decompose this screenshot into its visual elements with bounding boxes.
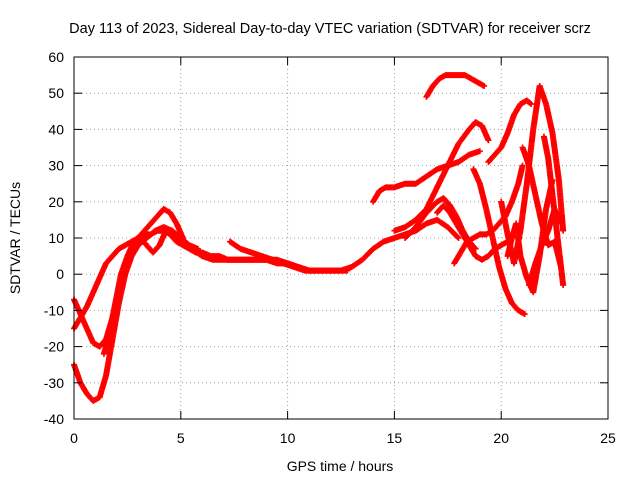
data-point	[528, 101, 535, 108]
series-track-5	[226, 238, 351, 274]
series-track-2	[71, 224, 312, 404]
x-axis-label: GPS time / hours	[287, 458, 394, 474]
series-track-18	[540, 133, 565, 270]
y-tick-label: 10	[48, 230, 64, 246]
data-point	[454, 234, 461, 241]
series-track-12	[470, 166, 528, 318]
y-tick-label: -30	[44, 375, 64, 391]
x-tick-label: 5	[177, 430, 185, 446]
data-point	[527, 100, 534, 107]
series-track-13	[485, 97, 535, 165]
y-tick-label: 60	[48, 49, 64, 65]
axis-ticks: -40 -30 -20 -10 0 10 20 30 40 50 60 0 5 10 15 20 25	[44, 49, 616, 446]
data-point	[481, 82, 488, 89]
y-tick-label: 40	[48, 121, 64, 137]
series-track-6	[370, 148, 483, 205]
y-tick-label: 50	[48, 85, 64, 101]
y-tick-label: 0	[56, 266, 64, 282]
data-point	[344, 267, 351, 274]
y-tick-label: 20	[48, 194, 64, 210]
x-tick-label: 20	[493, 430, 509, 446]
data-point	[194, 245, 201, 252]
y-tick-label: -10	[44, 302, 64, 318]
series-track-9	[423, 72, 488, 100]
x-tick-label: 25	[600, 430, 616, 446]
data-points	[71, 72, 567, 404]
x-tick-label: 15	[387, 430, 403, 446]
x-tick-label: 10	[280, 430, 296, 446]
data-point	[558, 220, 565, 227]
data-point	[476, 148, 483, 155]
data-point	[558, 263, 565, 270]
y-tick-label: 30	[48, 158, 64, 174]
data-point	[521, 311, 528, 318]
series-track-4	[100, 227, 201, 357]
data-point	[455, 235, 462, 241]
chart-title: Day 113 of 2023, Sidereal Day-to-day VTE…	[69, 21, 591, 37]
y-tick-label: -40	[44, 411, 64, 427]
data-point	[519, 162, 526, 169]
data-point	[560, 227, 567, 234]
gridlines	[74, 57, 608, 419]
x-tick-label: 0	[70, 430, 78, 446]
y-tick-label: -20	[44, 339, 64, 355]
data-point	[485, 137, 492, 144]
data-point	[560, 282, 567, 289]
series-track-7	[391, 119, 492, 234]
y-axis-label: SDTVAR / TECUs	[7, 182, 23, 294]
